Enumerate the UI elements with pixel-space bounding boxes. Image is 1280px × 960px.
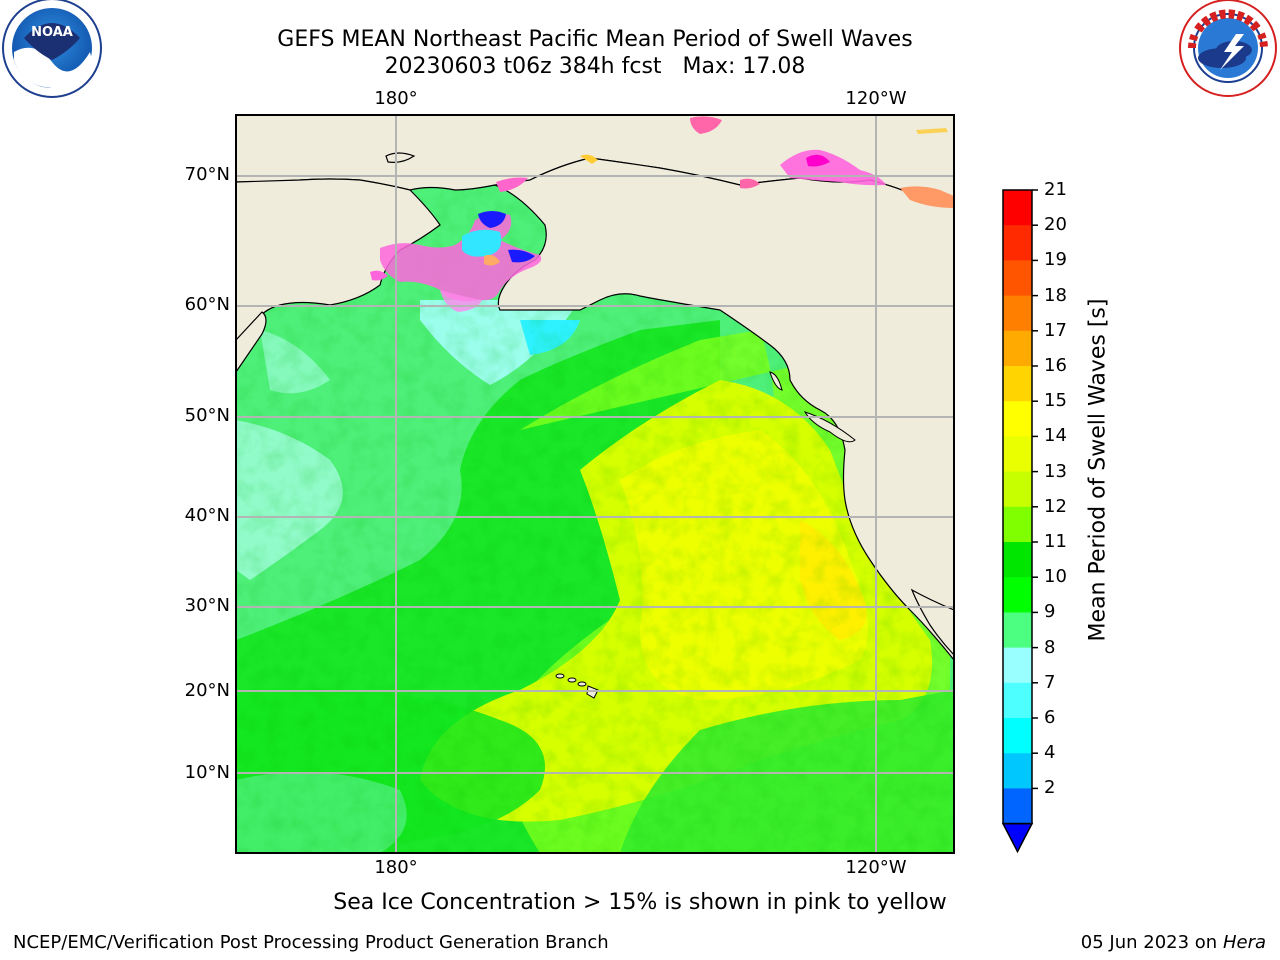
colorbar-extend-arrow (1001, 822, 1034, 854)
lon-label-bottom-120w: 120°W (845, 857, 907, 878)
lat-label-20n: 20°N (184, 680, 230, 701)
sea-ice (370, 116, 954, 312)
colorbar-tick-label: 7 (1044, 671, 1056, 693)
colorbar-tick-label: 9 (1044, 601, 1056, 623)
lat-label-30n: 30°N (184, 595, 230, 616)
forecast-time: 20230603 t06z 384h fcst (384, 54, 662, 79)
colorbar-tick-label: 21 (1044, 179, 1067, 200)
lat-label-70n: 70°N (184, 164, 230, 185)
graticule (236, 115, 954, 853)
colorbar-title: Mean Period of Swell Waves [s] (1085, 298, 1111, 642)
colorbar (1001, 189, 1038, 854)
colorbar-segment (1003, 366, 1032, 402)
colorbar-tick-label: 8 (1044, 636, 1056, 658)
colorbar-tick-label: 13 (1044, 460, 1067, 482)
colorbar-segment (1003, 471, 1032, 508)
colorbar-tick-label: 20 (1044, 214, 1067, 236)
colorbar-segment (1003, 401, 1032, 437)
lat-label-60n: 60°N (184, 294, 230, 315)
noaa-logo-text: NOAA (31, 25, 73, 40)
nws-logo (1179, 0, 1277, 97)
colorbar-segment (1003, 718, 1032, 754)
lat-label-50n: 50°N (184, 405, 230, 426)
map-panel (236, 115, 954, 853)
colorbar-tick-label: 19 (1044, 249, 1067, 271)
sea-ice-note: Sea Ice Concentration > 15% is shown in … (333, 890, 947, 915)
map-title: GEFS MEAN Northeast Pacific Mean Period … (277, 27, 913, 52)
footer-machine: Hera (1222, 932, 1266, 953)
colorbar-tick-label: 16 (1044, 355, 1067, 376)
colorbar-tick-label: 2 (1044, 777, 1056, 799)
colorbar-segment (1003, 612, 1032, 649)
colorbar-segment (1003, 753, 1032, 789)
colorbar-segment (1003, 577, 1032, 613)
colorbar-segment (1003, 225, 1032, 261)
max-value: Max: 17.08 (682, 54, 806, 79)
colorbar-segment (1003, 436, 1032, 473)
colorbar-segment (1003, 190, 1032, 226)
footer-date: 05 Jun 2023 on Hera (1081, 932, 1266, 953)
colorbar-tick-label: 18 (1044, 284, 1067, 306)
lat-label-10n: 10°N (184, 762, 230, 783)
colorbar-segment (1003, 788, 1032, 825)
footer-date-text: 05 Jun 2023 on (1080, 932, 1218, 953)
colorbar-tick-label: 15 (1044, 390, 1067, 412)
lat-label-40n: 40°N (184, 505, 230, 526)
colorbar-tick-label: 4 (1044, 742, 1056, 764)
colorbar-segment (1003, 682, 1032, 719)
colorbar-tick-label: 10 (1044, 566, 1067, 588)
colorbar-segment (1003, 330, 1032, 367)
colorbar-segment (1003, 506, 1032, 543)
colorbar-tick-label: 14 (1044, 425, 1067, 447)
colorbar-segment (1003, 295, 1032, 332)
colorbar-segment (1003, 542, 1032, 578)
colorbar-segment (1003, 260, 1032, 297)
colorbar-tick-label: 6 (1044, 707, 1056, 728)
lon-label-top-180: 180° (374, 88, 418, 109)
footer-credit: NCEP/EMC/Verification Post Processing Pr… (13, 932, 609, 953)
colorbar-tick-label: 12 (1044, 495, 1067, 517)
map-frame (235, 114, 955, 854)
lon-label-bottom-180: 180° (374, 857, 418, 878)
colorbar-segment (1003, 647, 1032, 684)
lon-label-top-120w: 120°W (845, 88, 907, 109)
colorbar-tick-label: 11 (1044, 531, 1067, 552)
colorbar-tick-label: 17 (1044, 319, 1067, 341)
noaa-logo: NOAA (2, 0, 102, 98)
map-subtitle: 20230603 t06z 384h fcst Max: 17.08 (0, 54, 1190, 80)
